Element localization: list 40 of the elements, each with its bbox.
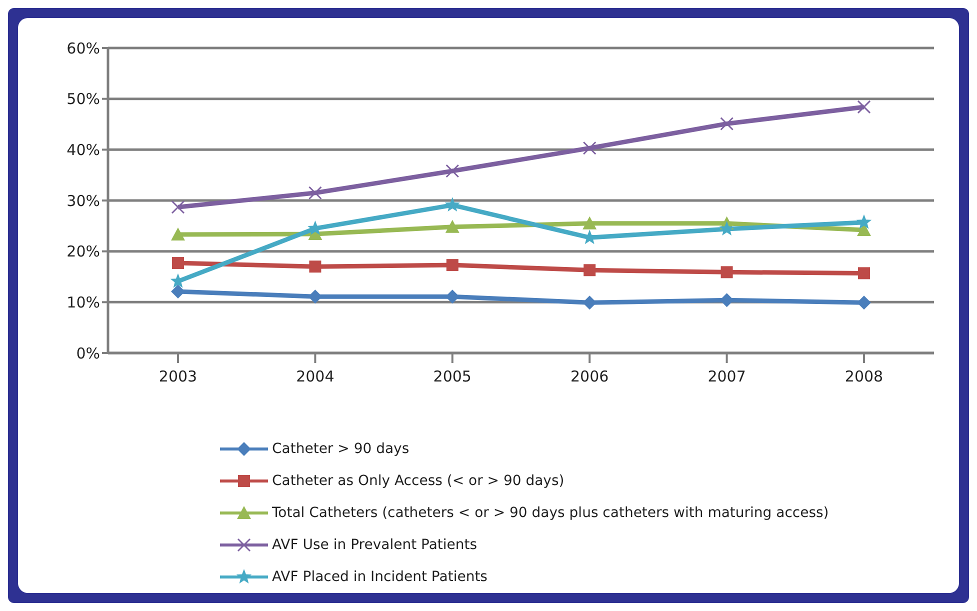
point (308, 290, 322, 304)
legend-label: AVF Placed in Incident Patients (272, 569, 488, 585)
y-tick-label: 50% (66, 90, 100, 108)
legend-label: Catheter > 90 days (272, 441, 410, 457)
point (582, 296, 597, 310)
legend-label: AVF Use in Prevalent Patients (272, 537, 478, 553)
point (720, 266, 733, 278)
legend-label: Catheter as Only Access (< or > 90 days) (272, 473, 564, 489)
point (582, 141, 596, 155)
x-tick-label: 2003 (158, 368, 198, 386)
point (171, 284, 185, 298)
y-tick-label: 20% (66, 242, 100, 261)
legend-label: Total Catheters (catheters < or > 90 days plus catheters with maturing access) (272, 505, 829, 521)
point (720, 116, 734, 130)
point (584, 264, 596, 276)
point (856, 214, 872, 229)
point (172, 257, 184, 270)
x-tick-label: 2005 (433, 368, 472, 386)
x-tick-label: 2008 (844, 368, 884, 386)
x-tick-label: 2007 (708, 368, 746, 386)
point (309, 260, 322, 273)
point (171, 200, 185, 214)
y-tick-label: 10% (66, 293, 100, 312)
y-tick-label: 40% (66, 140, 100, 159)
y-tick-label: 0% (76, 344, 100, 362)
point (858, 267, 870, 280)
point (444, 197, 460, 212)
point (445, 220, 460, 233)
point (857, 296, 871, 310)
point (446, 164, 460, 178)
point (719, 220, 734, 236)
point (446, 259, 458, 272)
point (857, 100, 871, 114)
point (171, 228, 185, 241)
point (308, 186, 322, 200)
y-tick-label: 60% (66, 39, 100, 58)
x-tick-label: 2004 (296, 368, 334, 386)
x-tick-label: 2006 (570, 368, 609, 386)
point (582, 216, 597, 230)
y-tick-label: 30% (66, 192, 100, 210)
